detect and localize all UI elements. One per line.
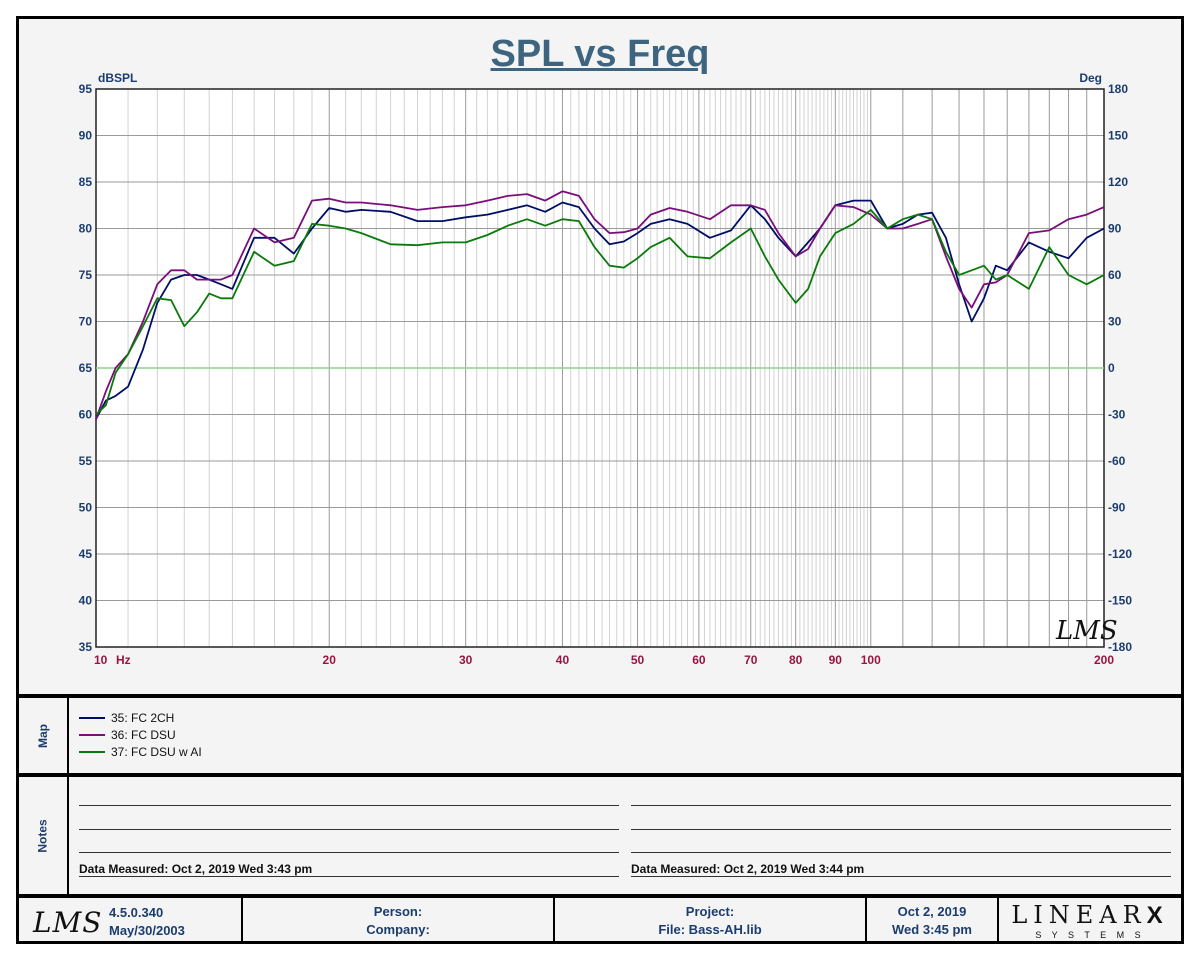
map-label: Map [36, 723, 50, 748]
person-label: Person: [373, 904, 423, 919]
y-tick-label: 70 [79, 315, 93, 329]
y-axis-label: dBSPL [98, 71, 137, 85]
section-divider [67, 777, 69, 894]
legend-label: 36: FC DSU [111, 727, 176, 742]
y-tick-label: 50 [79, 501, 93, 515]
map-section-label: Map [19, 698, 67, 773]
x-tick-label: 40 [556, 653, 570, 667]
notes-label: Notes [36, 818, 50, 853]
legend-label: 37: FC DSU w AI [111, 744, 202, 759]
series-line [95, 199, 1105, 420]
y2-tick-label: -90 [1108, 501, 1126, 515]
legend-item: 37: FC DSU w AI [79, 743, 202, 760]
legend-swatch [79, 750, 105, 753]
section-divider [19, 894, 1181, 898]
y-tick-label: 45 [79, 547, 93, 561]
lms-watermark: LMS [1055, 616, 1118, 646]
y2-axis-label: Deg [1079, 71, 1102, 85]
x-tick-label: 20 [323, 653, 337, 667]
y2-tick-label: 120 [1108, 175, 1128, 189]
legend-swatch [79, 733, 105, 736]
x-tick-label: 70 [744, 653, 758, 667]
y2-tick-label: -180 [1108, 640, 1132, 654]
note-line [631, 829, 1171, 830]
y-tick-label: 55 [79, 454, 93, 468]
y2-tick-label: 60 [1108, 268, 1122, 282]
note-line [631, 852, 1171, 853]
version-number: 4.5.0.340 [109, 905, 164, 920]
systems-text: S Y S T E M S [1035, 929, 1145, 940]
chart-title-wrap: SPL vs Freq [19, 33, 1181, 76]
y-tick-label: 60 [79, 408, 93, 422]
footer-person-cell: Person: Company: [241, 898, 553, 944]
note-line [79, 805, 619, 806]
y2-tick-label: -120 [1108, 547, 1132, 561]
lms-logo: LMS [33, 906, 103, 939]
y2-tick-label: -150 [1108, 594, 1132, 608]
y-tick-label: 40 [79, 594, 93, 608]
note-line [631, 805, 1171, 806]
legend-label: 35: FC 2CH [111, 710, 175, 725]
section-divider [19, 773, 1181, 777]
legend-item: 35: FC 2CH [79, 709, 202, 726]
file-label: File: Bass-AH.lib [658, 922, 762, 937]
y2-tick-label: 150 [1108, 129, 1128, 143]
report-sheet: SPL vs Freq 95 90 85 80 75 70 65 60 55 50 45 40 35 18… [16, 16, 1184, 944]
footer-project-cell: Project: File: Bass-AH.lib [553, 898, 865, 944]
footer-day-time: Wed 3:45 pm [892, 922, 972, 937]
x-tick-label: 100 [861, 653, 881, 667]
y-tick-label: 75 [79, 268, 93, 282]
linearx-logo: LINEARX S Y S T E M S [997, 898, 1181, 944]
note-line [79, 852, 619, 853]
y-tick-label: 85 [79, 175, 93, 189]
y-tick-label: 80 [79, 222, 93, 236]
chart-title: SPL vs Freq [490, 33, 710, 75]
right-measured-note: Data Measured: Oct 2, 2019 Wed 3:44 pm [631, 862, 865, 876]
company-label: Company: [366, 922, 430, 937]
series-line [95, 208, 1105, 416]
section-divider [67, 698, 69, 773]
series-line [95, 190, 1105, 420]
project-label: Project: [685, 904, 735, 919]
version-date: May/30/2003 [109, 923, 185, 938]
y2-tick-label: 30 [1108, 315, 1122, 329]
x-tick-label: 80 [789, 653, 803, 667]
left-measured-note: Data Measured: Oct 2, 2019 Wed 3:43 pm [79, 862, 313, 876]
y-tick-label: 65 [79, 361, 93, 375]
y-tick-label: 95 [79, 82, 93, 96]
x-tick-label: 10 [94, 653, 108, 667]
linearx-x: X [1146, 901, 1169, 929]
y2-tick-label: 90 [1108, 222, 1122, 236]
x-tick-label: 30 [459, 653, 473, 667]
legend-item: 36: FC DSU [79, 726, 202, 743]
y2-tick-label: 180 [1108, 82, 1128, 96]
y2-tick-label: -30 [1108, 408, 1126, 422]
footer-date: Oct 2, 2019 [897, 904, 967, 919]
note-line [631, 876, 1171, 877]
section-divider [19, 694, 1181, 698]
legend: 35: FC 2CH 36: FC DSU 37: FC DSU w AI [79, 709, 202, 760]
note-line [79, 829, 619, 830]
y2-tick-label: 0 [1108, 361, 1115, 375]
x-axis-label: Hz [116, 653, 131, 667]
spl-chart: 95 90 85 80 75 70 65 60 55 50 45 40 35 180 150 120 90 60 3… [79, 71, 1133, 667]
x-tick-label: 50 [631, 653, 645, 667]
x-tick-label: 90 [829, 653, 843, 667]
y-tick-label: 35 [79, 640, 93, 654]
x-tick-label: 200 [1094, 653, 1114, 667]
notes-section-label: Notes [19, 777, 67, 894]
legend-swatch [79, 716, 105, 719]
note-line [79, 876, 619, 877]
y-tick-label: 90 [79, 129, 93, 143]
linearx-text: LINEAR [1011, 900, 1147, 929]
x-tick-label: 60 [692, 653, 706, 667]
footer-date-cell: Oct 2, 2019 Wed 3:45 pm [865, 898, 997, 944]
y2-tick-label: -60 [1108, 454, 1126, 468]
footer-version-cell: LMS 4.5.0.340 May/30/2003 [19, 898, 241, 944]
